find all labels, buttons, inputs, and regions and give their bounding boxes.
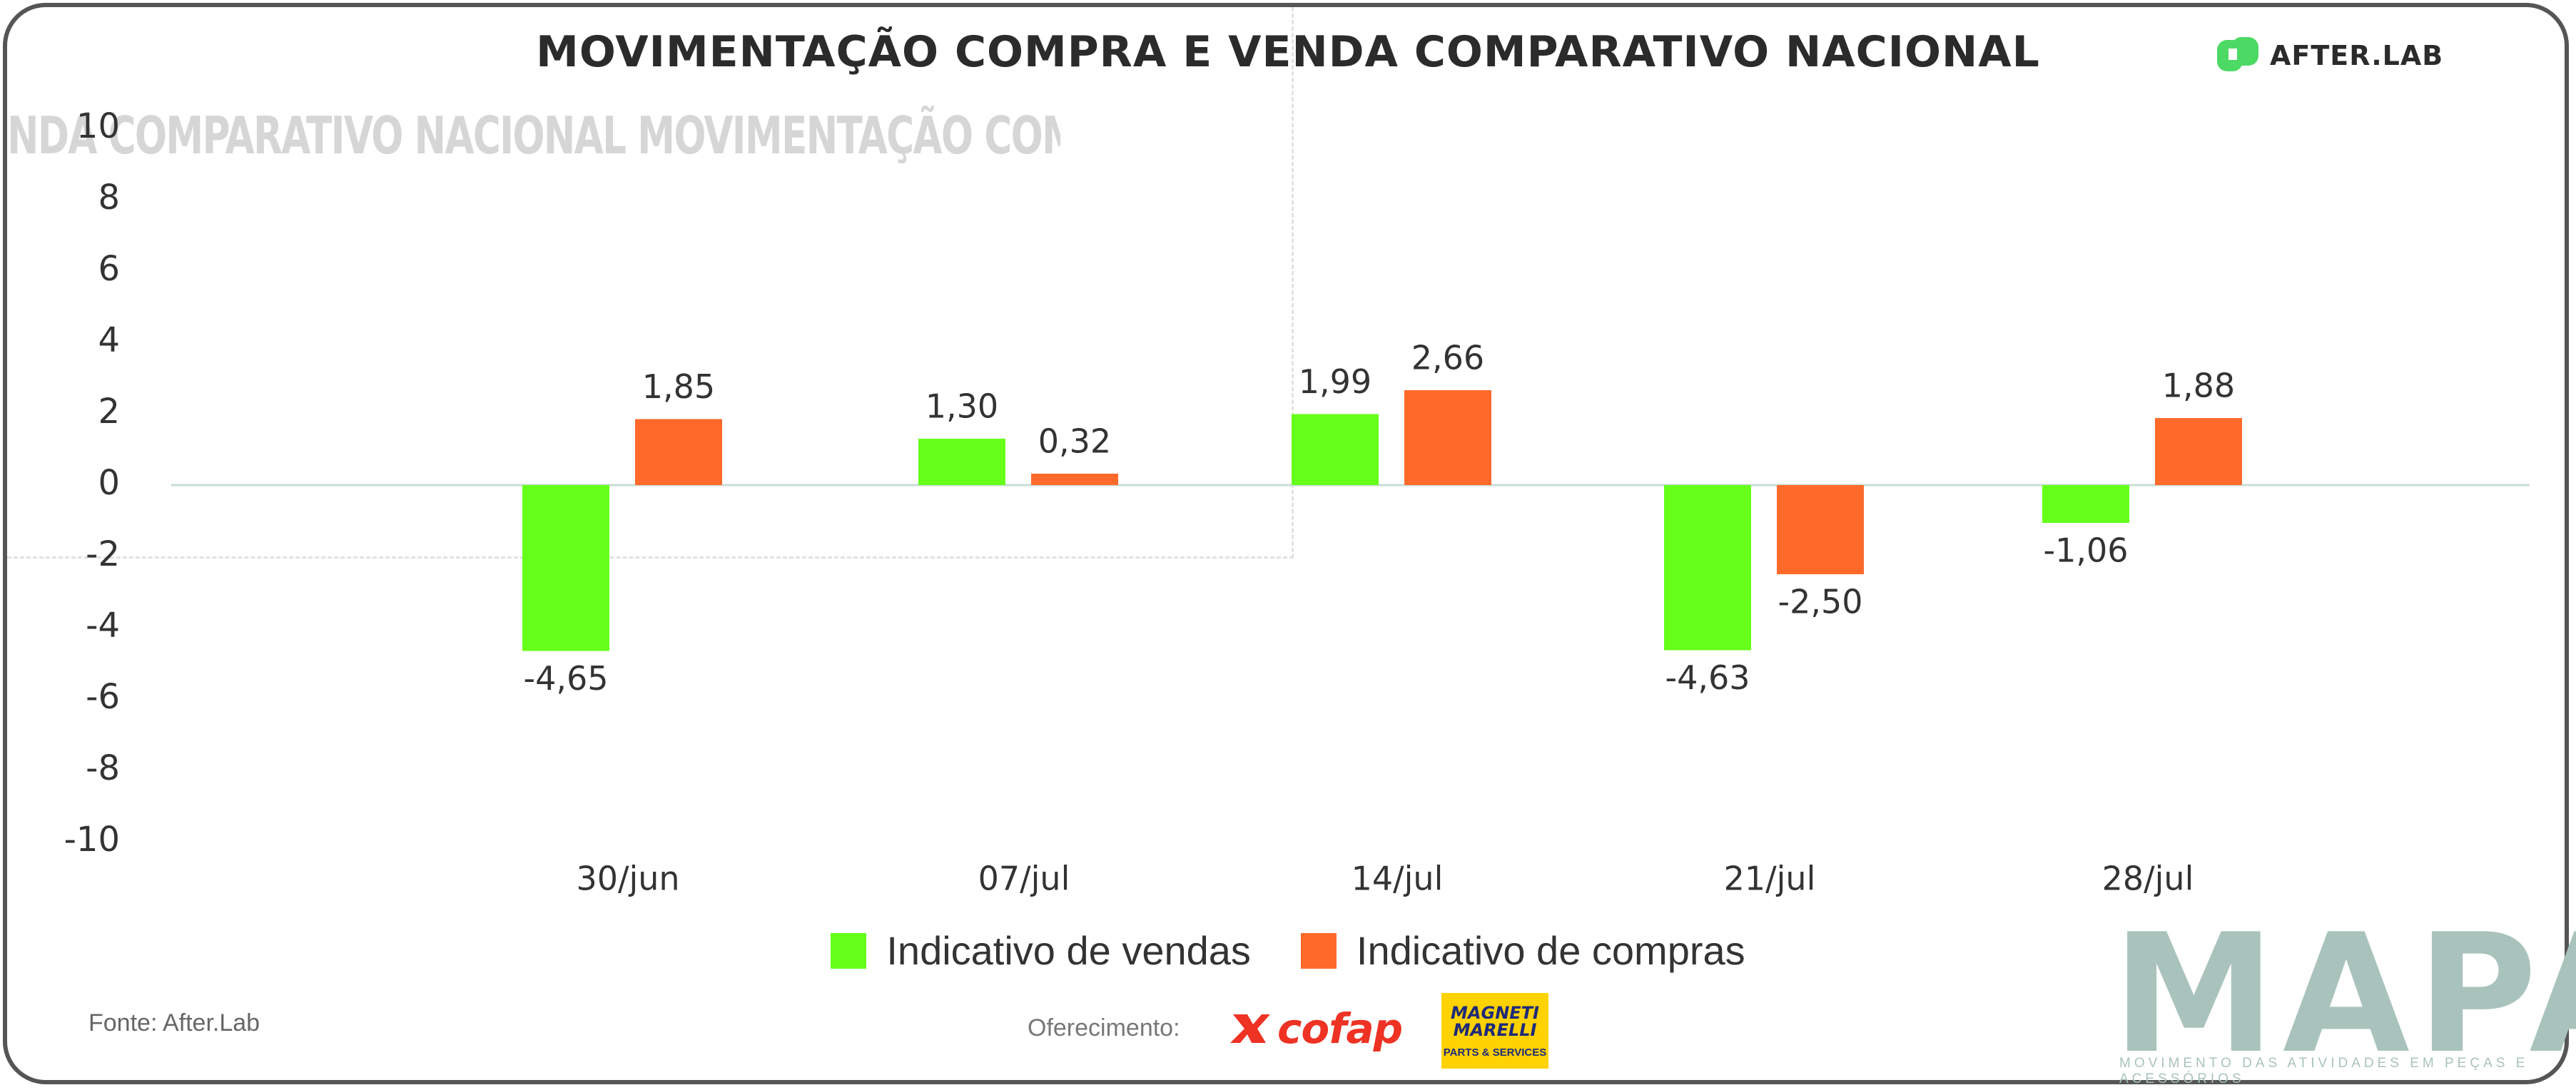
- bar-compras: [1404, 390, 1491, 485]
- bar-compras: [1031, 474, 1118, 485]
- x-tick-label: 14/jul: [1352, 860, 1444, 898]
- y-tick-label: 2: [98, 392, 120, 432]
- magneti-marelli-wordmark: MAGNETI MARELLI: [1451, 1002, 1539, 1040]
- y-tick-label: -6: [86, 677, 120, 717]
- y-tick-label: -4: [86, 606, 120, 646]
- data-label-compras: 0,32: [1038, 422, 1111, 461]
- cofap-x-icon: [1230, 1014, 1270, 1043]
- data-label-compras: 1,85: [642, 367, 715, 406]
- legend-swatch-compras: [1300, 932, 1337, 969]
- x-tick-label: 30/jun: [576, 860, 679, 898]
- mapa-tagline: MOVIMENTO DAS ATIVIDADES EM PEÇAS E ACES…: [2119, 1056, 2529, 1086]
- legend-label-compras: Indicativo de compras: [1356, 928, 1745, 973]
- legend-item-compras: Indicativo de compras: [1300, 927, 1745, 974]
- magneti-marelli-tagline: PARTS & SERVICES: [1443, 1046, 1547, 1059]
- bar-vendas: [1292, 414, 1379, 485]
- data-label-vendas: -4,65: [523, 659, 608, 698]
- data-label-vendas: 1,99: [1299, 362, 1371, 401]
- afterlab-logo-icon: [2216, 36, 2260, 76]
- bar-vendas: [522, 485, 609, 651]
- afterlab-brand-text: AFTER.LAB: [2270, 40, 2444, 71]
- bar-compras: [1777, 485, 1864, 574]
- chart-title: MOVIMENTAÇÃO COMPRA E VENDA COMPARATIVO …: [536, 27, 2040, 77]
- data-label-compras: 1,88: [2162, 367, 2235, 405]
- x-tick-label: 28/jul: [2102, 860, 2194, 898]
- data-label-vendas: -1,06: [2043, 531, 2128, 570]
- y-tick-label: -8: [86, 748, 120, 788]
- data-label-vendas: -4,63: [1665, 658, 1750, 697]
- y-tick-label: -10: [64, 820, 120, 860]
- afterlab-logo: AFTER.LAB: [2216, 36, 2443, 76]
- mapa-logo: MAPA: [2112, 900, 2576, 1090]
- chart-frame: NDA COMPARATIVO NACIONAL MOVIMENTAÇÃO CO…: [3, 3, 2569, 1084]
- source-note: Fonte: After.Lab: [88, 1009, 260, 1036]
- chart-legend: Indicativo de vendas Indicativo de compr…: [0, 927, 2576, 974]
- y-tick-label: 4: [98, 320, 120, 360]
- data-label-compras: 2,66: [1411, 339, 1484, 377]
- legend-swatch-vendas: [831, 932, 867, 969]
- x-tick-label: 21/jul: [1724, 860, 1816, 898]
- bar-chart: 10 8 6 4 2 0 -2 -4 -6 -8 -10 30/jun -4,65 1,85 07/jul 1…: [64, 106, 2530, 898]
- y-tick-label: 8: [98, 178, 120, 218]
- data-label-vendas: 1,30: [926, 387, 998, 426]
- cofap-wordmark: cofap: [1277, 1004, 1403, 1053]
- bar-vendas: [2042, 485, 2129, 523]
- y-tick-label: -2: [86, 534, 120, 574]
- x-tick-label: 07/jul: [978, 860, 1070, 898]
- y-tick-label: 10: [76, 106, 120, 146]
- bar-compras: [635, 419, 722, 485]
- ghost-title-text: NDA COMPARATIVO NACIONAL MOVIMENTAÇÃO CO…: [7, 106, 1060, 165]
- bar-compras: [2155, 418, 2242, 485]
- legend-item-vendas: Indicativo de vendas: [831, 927, 1251, 974]
- legend-label-vendas: Indicativo de vendas: [886, 928, 1251, 973]
- y-tick-label: 0: [98, 463, 120, 503]
- bar-vendas: [1664, 485, 1751, 651]
- cofap-logo: cofap: [1229, 1004, 1403, 1053]
- magneti-marelli-logo: MAGNETI MARELLI PARTS & SERVICES: [1441, 993, 1548, 1069]
- sponsor-label: Oferecimento:: [1028, 1014, 1180, 1041]
- data-label-compras: -2,50: [1778, 583, 1862, 621]
- ghost-overlay-box: [7, 7, 1294, 559]
- y-tick-label: 6: [98, 249, 120, 289]
- bar-vendas: [918, 439, 1005, 485]
